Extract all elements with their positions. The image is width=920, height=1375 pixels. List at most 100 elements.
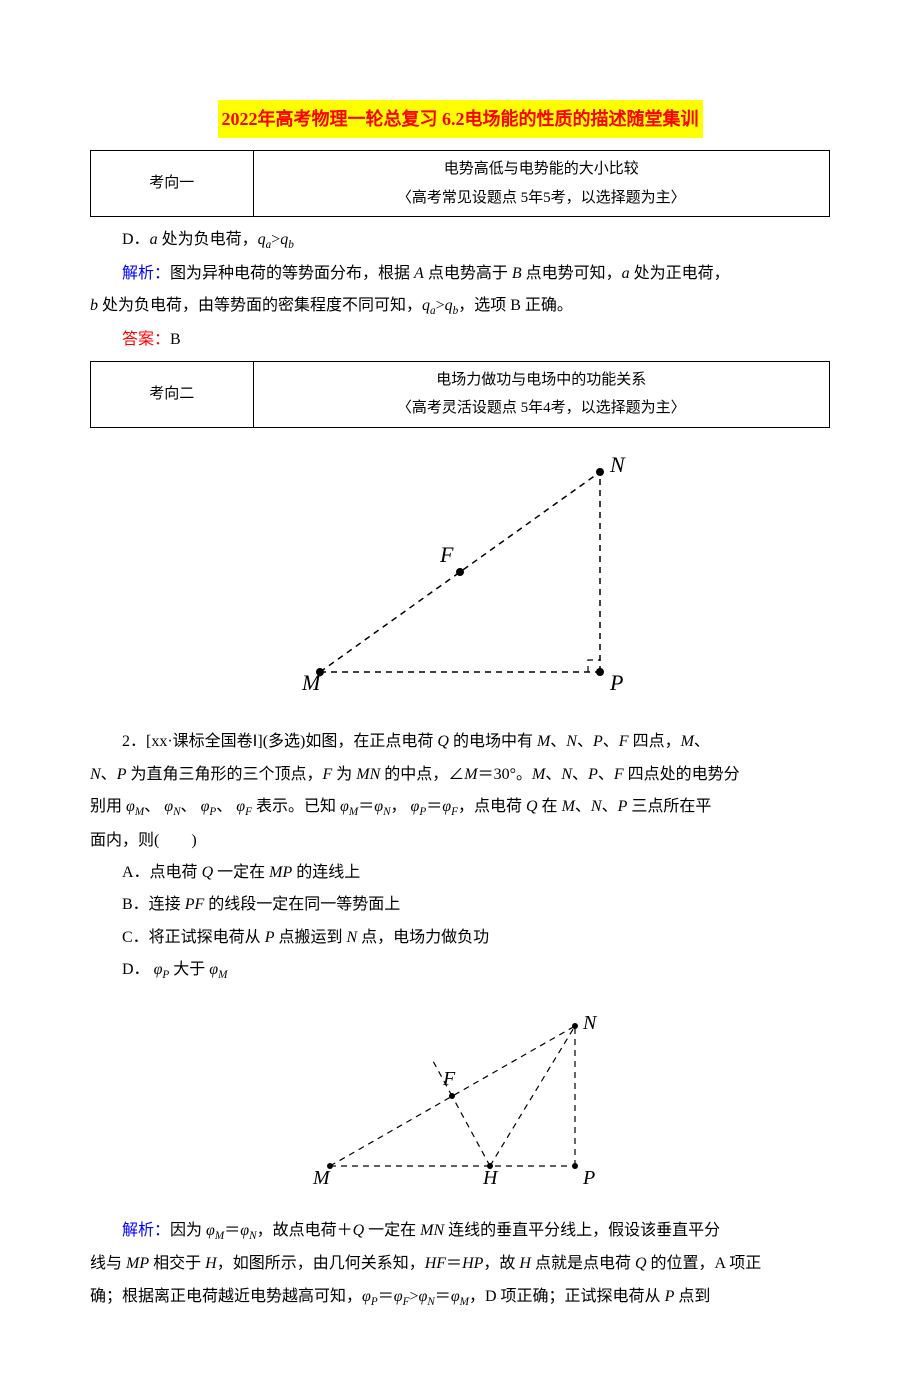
q2l2-c2: 、 — [545, 766, 561, 783]
q2-phiN2: φ — [374, 798, 383, 815]
topic-table-1: 考向一 电势高低与电势能的大小比较 〈高考常见设题点 5年5考，以选择题为主〉 — [90, 150, 830, 217]
q2l3-c1: 、 — [144, 798, 164, 815]
oc-2: 点，电场力做负功 — [357, 929, 489, 946]
svg-text:N: N — [582, 1012, 598, 1034]
a2l3-phiN: φ — [418, 1288, 427, 1305]
q2-subN: N — [173, 806, 180, 818]
q2l2-P2: P — [588, 766, 598, 783]
q2-N3: N — [591, 798, 602, 815]
option-b: B．连接 PF 的线段一定在同一等势面上 — [90, 890, 830, 920]
a1l2-qa: q — [422, 297, 430, 314]
a2l3-subP: P — [371, 1296, 378, 1308]
q2l3-4: ，点电荷 — [458, 798, 526, 815]
q2l2-4: ＝30°。 — [478, 766, 532, 783]
q2-phiF: φ — [236, 798, 245, 815]
q2-M2: M — [681, 733, 694, 750]
q2-subM2: M — [349, 806, 358, 818]
q2l2-3: 的中点，∠ — [380, 766, 464, 783]
q2-line4: 面内，则( ) — [90, 826, 830, 856]
d-gt: > — [271, 231, 280, 248]
q2-line3: 别用 φM、 φN、 φP、 φF 表示。已知 φM＝φN， φP＝φF，点电荷… — [90, 792, 830, 823]
a2l3-phiM: φ — [451, 1288, 460, 1305]
q2-Q: Q — [437, 733, 449, 750]
a2l2-H: H — [205, 1255, 217, 1272]
topic-table-2: 考向二 电场力做功与电场中的功能关系 〈高考灵活设题点 5年4考，以选择题为主〉 — [90, 361, 830, 428]
a2l2-HF: HF — [425, 1255, 446, 1272]
q2l3-5: 在 — [538, 798, 562, 815]
q2l3-c3: 、 — [216, 798, 236, 815]
a1-A: A — [414, 265, 424, 282]
d-a: a — [150, 231, 158, 248]
q2l2-MN: MN — [356, 766, 380, 783]
svg-text:F: F — [439, 542, 454, 567]
a2-label: 解析： — [122, 1222, 170, 1239]
svg-text:P: P — [609, 670, 623, 695]
a2l3-phiP: φ — [362, 1288, 371, 1305]
a2-1: 因为 — [170, 1222, 206, 1239]
od-1: 大于 — [169, 961, 209, 978]
diagram-1: MPNF — [90, 442, 830, 713]
svg-text:M: M — [301, 670, 322, 695]
a1-a: a — [622, 265, 630, 282]
a2-4: 连线的垂直平分线上，假设该垂直平分 — [444, 1222, 720, 1239]
a2l3-eq2: ＝ — [435, 1288, 451, 1305]
a2l2-4: ，故 — [483, 1255, 519, 1272]
q2l3-1: 别用 — [90, 798, 126, 815]
q2l2-c3: 、 — [572, 766, 588, 783]
topic2-line2: 〈高考灵活设题点 5年4考，以选择题为主〉 — [260, 394, 823, 423]
a2-subM: M — [215, 1230, 224, 1242]
q2l2-F2: F — [614, 766, 624, 783]
oc-N: N — [346, 929, 357, 946]
a2-subN: N — [249, 1230, 256, 1242]
a1l2-b: b — [90, 297, 98, 314]
q2-subF2: F — [451, 806, 458, 818]
oc-P: P — [265, 929, 275, 946]
q2l3-3: ， — [391, 798, 411, 815]
analysis-2-line1: 解析：因为 φM＝φN，故点电荷＋Q 一定在 MN 连线的垂直平分线上，假设该垂… — [90, 1216, 830, 1247]
q2l3-c4: 、 — [575, 798, 591, 815]
q2-M: M — [537, 733, 550, 750]
a2l2-5: 点就是点电荷 — [531, 1255, 635, 1272]
q2-phiN: φ — [164, 798, 173, 815]
q2l3-2: 表示。已知 — [252, 798, 340, 815]
q2l2-5: 四点处的电势分 — [624, 766, 740, 783]
oa-1: 一定在 — [213, 864, 269, 881]
topic1-left: 考向一 — [91, 151, 254, 217]
option-d2: D． φP 大于 φM — [90, 955, 830, 986]
q2-1: 的电场中有 — [449, 733, 537, 750]
a2l3-subM: M — [460, 1296, 469, 1308]
a2l3-1: 确；根据离正电荷越近电势越高可知， — [90, 1288, 362, 1305]
q2-phiF2: φ — [442, 798, 451, 815]
d-label: D． — [122, 231, 150, 248]
a2-Q: Q — [353, 1222, 365, 1239]
q2l2-1: 为直角三角形的三个顶点， — [126, 766, 322, 783]
a1l2-1: 处为负电荷，由等势面的密集程度不同可知， — [98, 297, 422, 314]
a2l3-3: 点到 — [674, 1288, 710, 1305]
q2l3-c5: 、 — [602, 798, 618, 815]
a1l2-2: ，选项 B 正确。 — [458, 297, 573, 314]
diagram-2: MHPNF — [90, 1001, 830, 1202]
answer-value: B — [170, 331, 181, 348]
q2l2-P: P — [117, 766, 127, 783]
topic1-right: 电势高低与电势能的大小比较 〈高考常见设题点 5年5考，以选择题为主〉 — [253, 151, 829, 217]
a2l3-eq1: ＝ — [378, 1288, 394, 1305]
q2-c1: 、 — [550, 733, 566, 750]
a2l3-2: ，D 项正确；正试探电荷从 — [469, 1288, 665, 1305]
ob-lbl: B．连接 — [122, 896, 185, 913]
a1l2-qb: q — [445, 297, 453, 314]
q2-P: P — [593, 733, 603, 750]
a2l2-MP: MP — [126, 1255, 149, 1272]
a2l3-subN: N — [427, 1296, 434, 1308]
a2l2-H2: H — [519, 1255, 531, 1272]
q2-N: N — [566, 733, 577, 750]
svg-text:F: F — [442, 1068, 456, 1090]
analysis-2-line3: 确；根据离正电荷越近电势越高可知，φP＝φF>φN＝φM，D 项正确；正试探电荷… — [90, 1282, 830, 1313]
d-qa: q — [258, 231, 266, 248]
answer-label: 答案： — [122, 331, 170, 348]
a2l3-P: P — [665, 1288, 675, 1305]
page-title: 2022年高考物理一轮总复习 6.2电场能的性质的描述随堂集训 — [218, 100, 703, 138]
q2-phiM: φ — [126, 798, 135, 815]
d-t2: 处为负电荷， — [158, 231, 258, 248]
q2l2-F: F — [322, 766, 332, 783]
oc-lbl: C．将正试探电荷从 — [122, 929, 265, 946]
